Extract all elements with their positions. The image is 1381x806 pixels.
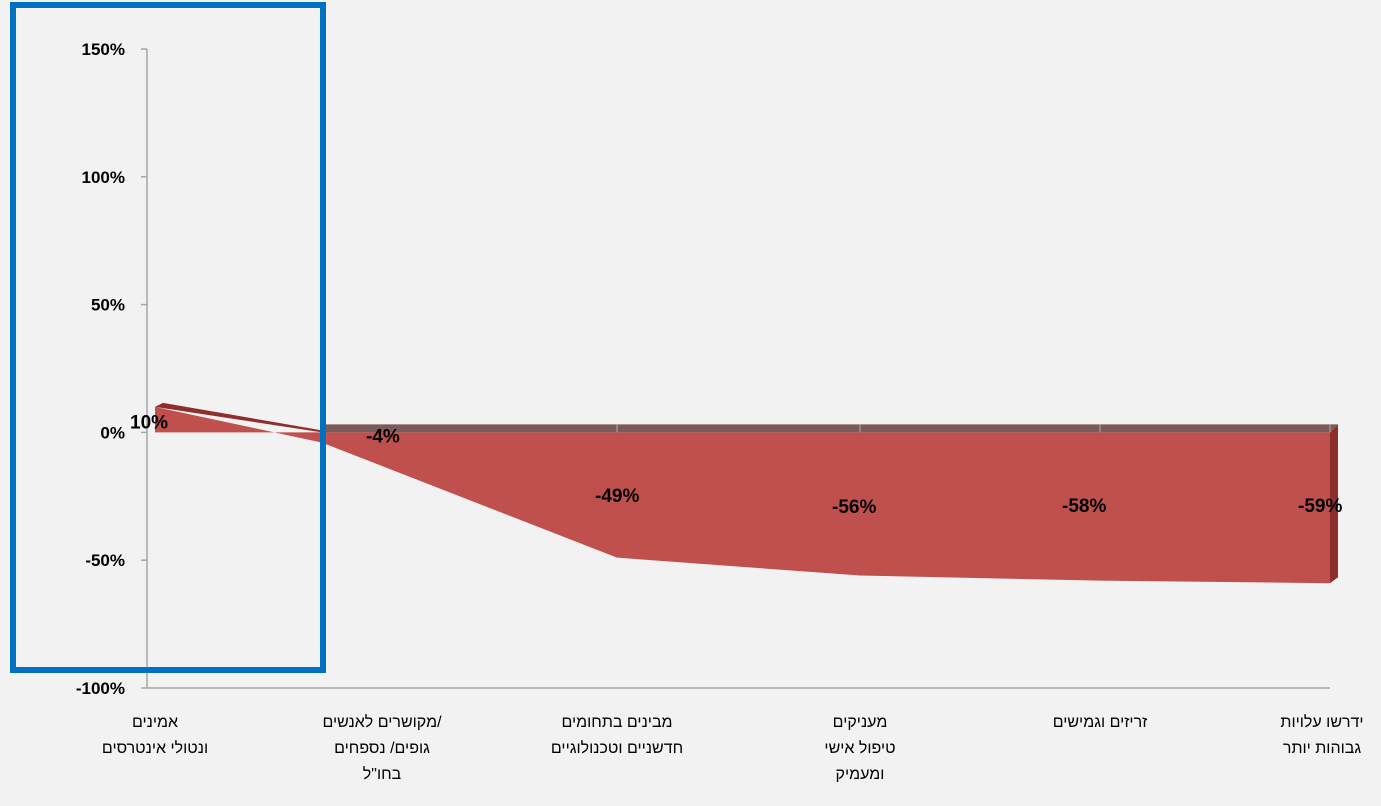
data-label: -58% bbox=[1062, 496, 1106, 517]
y-axis-tick-labels: 150% 100% 50% 0% -50% -100% bbox=[76, 40, 125, 698]
y-tick-label: 50% bbox=[91, 296, 125, 315]
category-label-line: מבינים בתחומים bbox=[561, 714, 672, 731]
y-tick-label: 150% bbox=[82, 40, 125, 59]
category-label-line: חדשניים וטכנולוגיים bbox=[551, 739, 683, 757]
y-tick-label: 0% bbox=[100, 423, 125, 442]
category-label-line: אמינים bbox=[132, 714, 178, 731]
category-label: מקושרים לאנשים/גופים/ נספחים בחו"ל bbox=[322, 713, 442, 783]
y-tick-label: -50% bbox=[85, 551, 125, 570]
area-top-edge bbox=[155, 402, 322, 433]
data-labels: 10% -4% -49% -56% -58% -59% bbox=[130, 412, 1342, 518]
category-label-line: מעניקים bbox=[833, 714, 888, 731]
category-label: אמינים ונטולי אינטרסים bbox=[102, 714, 208, 757]
category-label: מבינים בתחומים חדשניים וטכנולוגיים bbox=[551, 714, 683, 757]
category-label-line: גופים/ נספחים bbox=[334, 740, 430, 757]
data-label: -59% bbox=[1298, 496, 1342, 517]
area-fill bbox=[155, 406, 1330, 584]
category-label: מעניקים טיפול אישי ומעמיק bbox=[824, 714, 895, 783]
highlight-box bbox=[10, 2, 326, 673]
category-label-line: טיפול אישי bbox=[824, 739, 895, 757]
area-side-face bbox=[1330, 424, 1338, 584]
category-label-line: בחו"ל bbox=[363, 765, 402, 783]
category-label-line: ומעמיק bbox=[836, 766, 885, 783]
y-tick-label: -100% bbox=[76, 679, 125, 698]
area-series bbox=[155, 402, 1338, 584]
category-label-line: מקושרים לאנשים/ bbox=[322, 713, 442, 731]
highlight-rectangle bbox=[10, 2, 326, 673]
category-label-line: ידרשו עלויות bbox=[1280, 713, 1363, 731]
category-label-line: ונטולי אינטרסים bbox=[102, 739, 208, 757]
data-label: 10% bbox=[130, 412, 168, 433]
data-label: -56% bbox=[832, 497, 876, 518]
category-label: ידרשו עלויות גבוהות יותר bbox=[1280, 713, 1363, 757]
category-labels: אמינים ונטולי אינטרסים מקושרים לאנשים/גופי… bbox=[102, 713, 1364, 783]
data-label: -49% bbox=[595, 486, 639, 507]
axes bbox=[141, 48, 1331, 689]
area-top-face bbox=[322, 424, 1338, 433]
category-label-line: גבוהות יותר bbox=[1283, 740, 1361, 757]
category-label-line: זריזים וגמישים bbox=[1053, 714, 1148, 731]
y-tick-label: 100% bbox=[82, 168, 125, 187]
data-label: -4% bbox=[366, 426, 400, 447]
category-label: זריזים וגמישים bbox=[1053, 714, 1148, 731]
